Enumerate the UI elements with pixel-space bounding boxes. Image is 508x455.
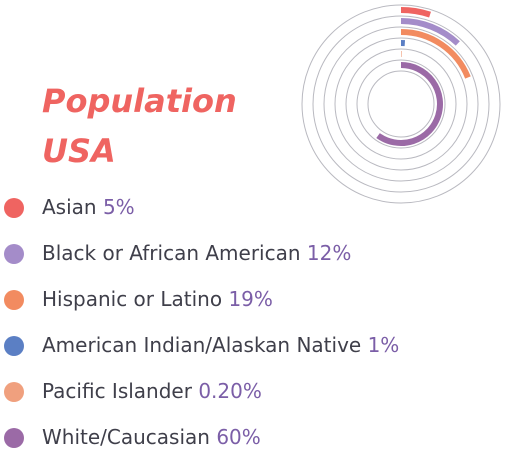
radial-bar [400,18,460,46]
radial-bar [376,62,443,146]
value-label: 19% [228,287,272,311]
category-label: American Indian/Alaskan Native [42,333,361,357]
legend-label: White/Caucasian 60% [42,425,261,449]
value-label: 0.20% [198,379,262,403]
category-label: Pacific Islander [42,379,193,403]
ring [334,37,468,171]
legend-swatch [4,336,24,356]
ring [323,26,479,182]
legend-label: Asian 5% [42,195,135,219]
category-label: Black or African American [42,241,301,265]
legend-label: American Indian/Alaskan Native 1% [42,333,399,357]
category-label: White/Caucasian [42,425,210,449]
legend-label: Hispanic or Latino 19% [42,287,273,311]
legend-swatch [4,382,24,402]
ring [356,59,446,149]
category-label: Hispanic or Latino [42,287,222,311]
ring [312,15,490,193]
value-label: 12% [307,241,351,265]
value-label: 60% [216,425,260,449]
legend-swatch [4,198,24,218]
ring [345,48,457,160]
legend-label: Pacific Islander 0.20% [42,379,262,403]
legend-swatch [4,244,24,264]
radial-bar [400,29,471,79]
category-label: Asian [42,195,97,219]
chart-title: Population USA [42,82,237,170]
legend-swatch [4,428,24,448]
value-label: 5% [103,195,135,219]
legend-swatch [4,290,24,310]
value-label: 1% [368,333,400,357]
radial-bar [400,7,431,18]
legend-label: Black or African American 12% [42,241,351,265]
ring [367,70,435,138]
ring [301,4,501,204]
